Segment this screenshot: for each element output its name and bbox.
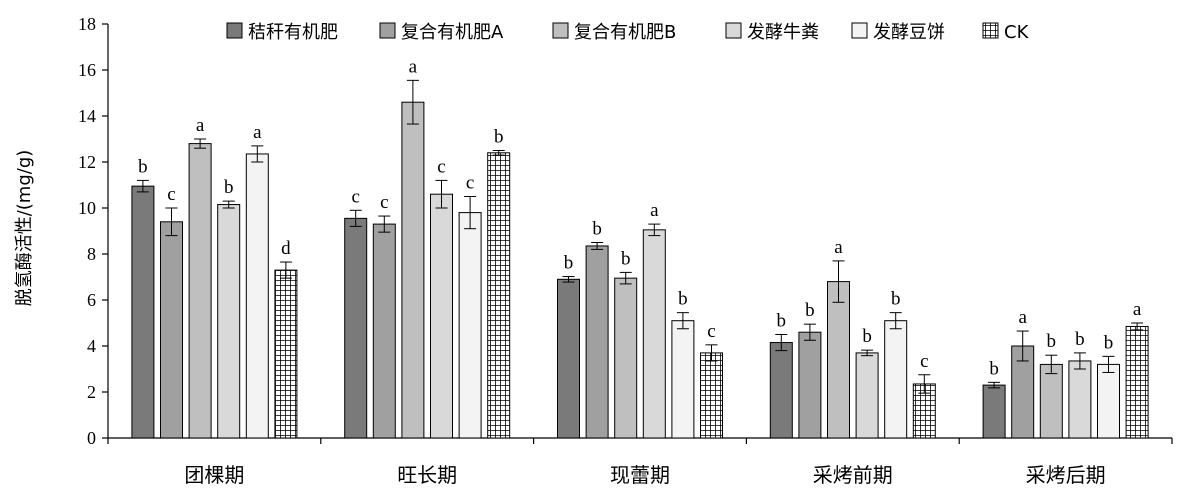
y-tick-label: 8 xyxy=(87,244,96,264)
x-tick-label: 旺长期 xyxy=(397,463,457,487)
x-tick-label: 采烤后期 xyxy=(1026,463,1106,487)
bar xyxy=(1097,363,1120,439)
significance-label: c xyxy=(707,321,715,342)
y-tick-label: 16 xyxy=(78,60,96,80)
legend-label: CK xyxy=(1004,22,1030,43)
significance-label: b xyxy=(1075,329,1085,350)
bar xyxy=(131,185,155,439)
bar xyxy=(1125,325,1149,439)
significance-label: a xyxy=(650,200,659,221)
x-tick-label: 现蕾期 xyxy=(610,463,670,487)
significance-label: b xyxy=(1047,331,1057,352)
significance-label: d xyxy=(281,238,291,259)
significance-label: a xyxy=(1018,307,1027,328)
bar xyxy=(160,221,183,439)
bar xyxy=(827,281,850,439)
y-tick-label: 12 xyxy=(78,152,96,172)
bar xyxy=(1068,360,1092,439)
y-tick-label: 10 xyxy=(78,198,96,218)
y-tick-label: 6 xyxy=(87,290,96,310)
significance-label: b xyxy=(989,358,999,379)
bar xyxy=(458,212,482,439)
significance-label: b xyxy=(138,156,148,177)
legend-swatch xyxy=(851,22,868,39)
significance-label: b xyxy=(494,127,504,148)
significance-label: a xyxy=(834,237,843,258)
significance-label: c xyxy=(466,173,474,194)
legend-swatch xyxy=(226,22,243,39)
significance-label: c xyxy=(437,156,445,177)
bar xyxy=(884,320,908,439)
significance-label: b xyxy=(891,289,901,310)
legend-label: 发酵豆饼 xyxy=(873,22,945,43)
significance-label: b xyxy=(862,326,872,347)
significance-label: b xyxy=(621,248,631,269)
bar xyxy=(245,153,269,439)
bar xyxy=(1039,363,1063,439)
bar xyxy=(401,101,425,439)
legend-label: 复合有机肥B xyxy=(574,22,676,43)
legend-label: 发酵牛粪 xyxy=(747,22,819,43)
significance-label: a xyxy=(409,56,418,77)
significance-label: a xyxy=(196,115,205,136)
bar xyxy=(188,143,212,439)
legend-swatch xyxy=(725,22,742,39)
bar xyxy=(614,277,638,439)
legend: 秸秆有机肥 复合有机肥A 复合有机肥B 发酵牛粪 发酵豆饼 CK xyxy=(226,22,1030,43)
bar xyxy=(982,384,1006,439)
y-tick-label: 14 xyxy=(78,106,96,126)
y-tick-label: 0 xyxy=(87,428,96,448)
bar xyxy=(700,352,723,439)
y-axis-label: 脱氢酶活性/(mg/g) xyxy=(14,150,35,307)
bar xyxy=(430,193,453,439)
y-tick-label: 18 xyxy=(78,14,96,34)
significance-label: b xyxy=(777,311,787,332)
significance-label: b xyxy=(805,300,815,321)
significance-label: b xyxy=(678,289,688,310)
significance-label: c xyxy=(167,184,175,205)
bar xyxy=(557,278,580,439)
bar xyxy=(274,269,298,439)
bar xyxy=(798,331,822,439)
x-tick-label: 采烤前期 xyxy=(813,463,893,487)
bar xyxy=(344,217,368,439)
significance-label: b xyxy=(1104,332,1114,353)
significance-label: b xyxy=(224,177,234,198)
significance-label: b xyxy=(564,253,574,274)
y-tick-label: 4 xyxy=(87,336,96,356)
significance-label: c xyxy=(351,186,359,207)
significance-label: c xyxy=(380,192,388,213)
bar xyxy=(585,245,609,439)
bar xyxy=(769,342,793,439)
bar xyxy=(487,152,511,439)
x-tick-label: 团棵期 xyxy=(184,463,244,487)
legend-swatch xyxy=(982,22,999,39)
legend-label: 复合有机肥A xyxy=(401,22,504,43)
legend-swatch xyxy=(379,22,396,39)
bar xyxy=(217,204,241,439)
significance-label: a xyxy=(253,122,262,143)
significance-label: c xyxy=(920,351,928,372)
bar xyxy=(855,352,879,439)
legend-label: 秸秆有机肥 xyxy=(248,22,338,43)
bar xyxy=(372,223,396,439)
significance-label: a xyxy=(1133,299,1142,320)
significance-label: b xyxy=(592,219,602,240)
bar xyxy=(671,320,695,439)
y-tick-label: 2 xyxy=(87,382,96,402)
legend-swatch xyxy=(552,22,569,39)
bar xyxy=(642,229,666,439)
axes: 0 2 4 6 8 10 12 14 16 18 团棵期 旺长期 现蕾期 采烤前期 采烤后期 xyxy=(78,14,1173,487)
